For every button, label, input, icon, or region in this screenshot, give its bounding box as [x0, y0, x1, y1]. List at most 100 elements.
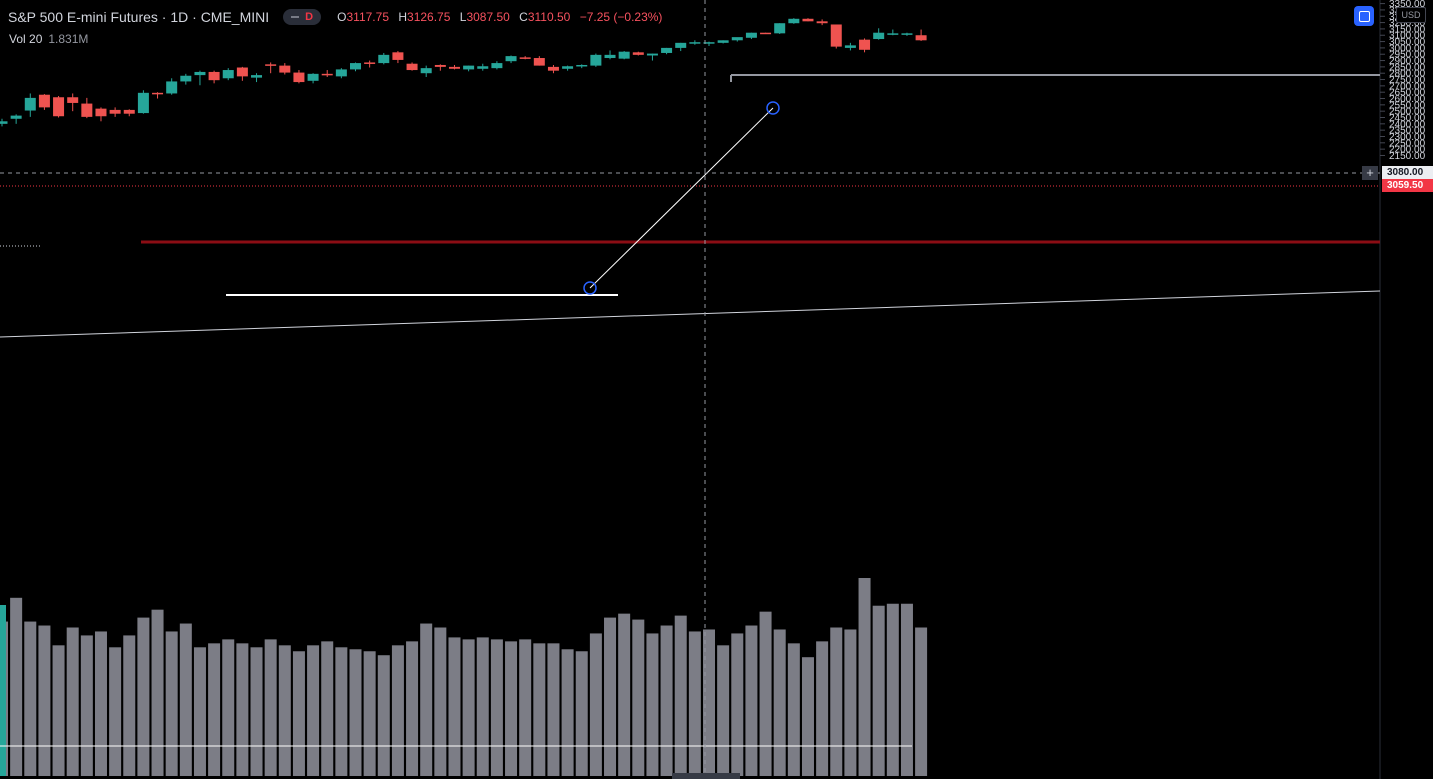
drawing-tools	[0, 74, 1381, 338]
axis-tick-label: 2500.00	[1389, 107, 1426, 118]
high-value: 3126.75	[407, 10, 451, 24]
volume-bar	[476, 637, 489, 776]
volume-legend[interactable]: Vol 20 1.831M	[9, 32, 88, 46]
volume-bar	[222, 639, 235, 776]
volume-bar	[123, 635, 136, 776]
volume-bar	[434, 627, 447, 776]
volume-bar	[575, 651, 588, 776]
volume-bar	[448, 637, 461, 776]
volume-bar	[618, 613, 631, 776]
volume-bar	[844, 629, 857, 776]
candle-body	[236, 67, 248, 77]
volume-bar	[420, 623, 433, 776]
candle-body	[406, 63, 418, 71]
candle-body	[547, 66, 559, 71]
candle-body	[152, 92, 164, 95]
candle-body	[915, 35, 927, 41]
axis-tick-label: 2750.00	[1389, 75, 1426, 86]
candle-body	[448, 66, 460, 69]
candle-body	[137, 92, 149, 114]
fullscreen-button[interactable]	[1354, 6, 1374, 26]
candle-body	[95, 108, 107, 117]
volume-bar	[759, 611, 772, 776]
candle-body	[307, 73, 319, 81]
volume-bar	[561, 649, 574, 776]
candle-body	[364, 62, 376, 64]
square-icon	[1358, 10, 1370, 22]
candle-body	[392, 52, 404, 60]
candlesticks	[0, 18, 927, 127]
candle-body	[774, 23, 786, 34]
dash-icon	[291, 16, 300, 18]
volume-bar	[801, 657, 814, 776]
volume-value: 1.831M	[48, 32, 89, 46]
volume-bar	[900, 603, 913, 776]
volume-bar	[462, 639, 475, 776]
axis-tick-label: 3100.00	[1389, 31, 1426, 42]
candle-body	[632, 52, 644, 55]
volume-bars	[0, 578, 928, 776]
candle-body	[562, 66, 574, 69]
volume-bar	[787, 643, 800, 776]
candle-body	[222, 70, 234, 79]
axis-tick-label: 2150.00	[1389, 151, 1426, 162]
candle-body	[533, 58, 545, 66]
candle-body	[873, 32, 885, 40]
volume-bar-edge	[0, 605, 6, 776]
price-axis: 3350.003300.003250.003200.003150.003100.…	[1380, 0, 1426, 162]
axis-tick-label: 2800.00	[1389, 69, 1426, 80]
axis-tick-label: 2350.00	[1389, 126, 1426, 137]
candle-body	[420, 68, 432, 74]
crosshair	[0, 0, 1380, 779]
low-label: L	[459, 10, 467, 24]
candle-body	[251, 75, 263, 78]
axis-tick-label: 2650.00	[1389, 88, 1426, 99]
volume-bar	[165, 631, 178, 776]
candle-body	[661, 47, 673, 53]
fib-trend-line	[589, 107, 774, 289]
volume-bar	[10, 597, 23, 776]
low-value: 3087.50	[466, 10, 510, 24]
candle-body	[519, 57, 531, 59]
candle-body	[0, 121, 8, 124]
volume-bar	[80, 635, 93, 776]
axis-tick-label: 3150.00	[1389, 24, 1426, 35]
add-plus-button[interactable]: +	[1362, 166, 1378, 180]
volume-bar	[377, 655, 390, 776]
crosshair-price-tag: 3080.00	[1382, 166, 1433, 179]
candle-body	[279, 65, 291, 73]
symbol-title[interactable]: S&P 500 E-mini Futures · 1D · CME_MINI	[8, 9, 270, 25]
candle-body	[816, 21, 828, 24]
volume-bar	[236, 643, 249, 776]
candle-body	[10, 115, 22, 119]
candle-body	[350, 63, 361, 70]
interval-badge[interactable]: D	[283, 9, 322, 25]
candle-body	[434, 64, 446, 67]
axis-tick-label: 3350.00	[1389, 0, 1426, 10]
volume-bar	[519, 639, 532, 776]
volume-bar	[703, 629, 715, 776]
candle-body	[745, 32, 757, 38]
candle-body	[788, 18, 800, 24]
interval-letter: D	[305, 11, 314, 23]
candle-body	[378, 54, 390, 64]
candle-body	[590, 54, 602, 66]
volume-bar	[490, 639, 503, 776]
volume-bar	[646, 633, 659, 776]
volume-bar	[660, 625, 673, 776]
volume-bar	[505, 641, 518, 776]
candle-body	[576, 64, 588, 67]
candle-body	[265, 64, 277, 66]
candle-body	[166, 81, 178, 94]
volume-bar	[872, 605, 885, 776]
volume-bar	[349, 649, 362, 776]
candle-body	[901, 33, 913, 35]
candle-body	[802, 18, 814, 22]
last-price-tag: 3059.50	[1382, 179, 1433, 192]
axis-tick-label: 3200.00	[1389, 18, 1426, 29]
crosshair-time-tag	[672, 773, 740, 779]
candle-body	[477, 66, 489, 69]
currency-label[interactable]: USD	[1396, 7, 1426, 23]
candle-body	[180, 75, 192, 82]
